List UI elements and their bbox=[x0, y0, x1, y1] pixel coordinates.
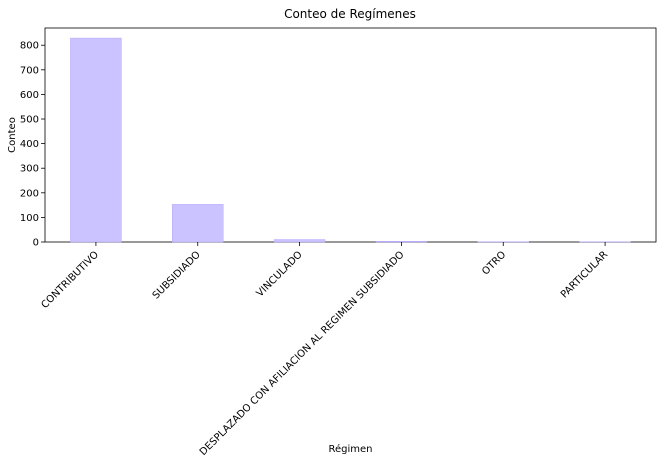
y-tick-label-0: 0 bbox=[33, 238, 39, 249]
bar-1 bbox=[172, 204, 224, 243]
y-tick-label-5: 500 bbox=[20, 115, 39, 126]
y-tick-label-3: 300 bbox=[20, 164, 39, 175]
bar-2 bbox=[273, 239, 326, 243]
x-tick-label-2: VINCULADO bbox=[255, 249, 305, 299]
y-axis: 0 100 200 300 400 500 600 700 800 bbox=[20, 41, 45, 249]
x-tick-label-0: CONTRIBUTIVO bbox=[39, 249, 101, 311]
x-tick-label-1: SUBSIDIADO bbox=[151, 249, 203, 301]
y-tick-label-4: 400 bbox=[20, 139, 39, 150]
bar-3 bbox=[375, 241, 428, 243]
y-tick-label-6: 600 bbox=[20, 90, 39, 101]
y-axis-label: Conteo bbox=[7, 117, 18, 153]
bars-group bbox=[70, 37, 631, 243]
y-tick-label-7: 700 bbox=[20, 65, 39, 76]
x-tick-label-3: DESPLAZADO CON AFILIACION AL REGIMEN SUB… bbox=[198, 249, 407, 458]
bar-0 bbox=[70, 37, 122, 243]
x-tick-label-5: PARTICULAR bbox=[559, 249, 610, 300]
y-tick-label-2: 200 bbox=[20, 188, 39, 199]
x-axis-label: Régimen bbox=[328, 443, 372, 455]
plot-area bbox=[44, 27, 657, 243]
y-tick-label-1: 100 bbox=[20, 213, 39, 224]
x-axis: CONTRIBUTIVO SUBSIDIADO VINCULADODESPLAZAD… bbox=[39, 242, 610, 458]
plot-frame bbox=[44, 27, 657, 243]
y-tick-label-8: 800 bbox=[20, 41, 39, 52]
x-tick-label-4: OTRO bbox=[480, 249, 508, 277]
chart-title: Conteo de Regímenes bbox=[284, 7, 416, 21]
